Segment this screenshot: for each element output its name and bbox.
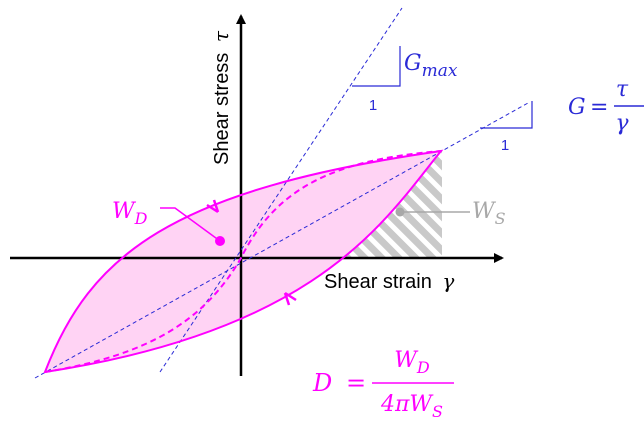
gmax-slope-unit: 1 [369,97,377,114]
damping-lhs: D [312,369,332,397]
ws-label: WS [472,199,506,228]
wd-leader-line [160,207,221,242]
ws-marker-dot [395,207,405,217]
g-slope-unit: 1 [501,137,509,154]
g-slope-triangle [480,101,533,129]
damping-formula: D = WD 4πWS [312,348,454,421]
g-label: G [568,95,586,120]
loop-direction-arrow-up [206,199,220,214]
loop-direction-arrow-down [283,291,297,306]
hysteresis-loop [43,149,444,374]
wd-marker-dot [215,236,225,246]
g-denominator: γ [615,111,629,136]
gmax-slope-triangle [352,46,401,87]
gmax-label: Gmax [404,51,458,81]
g-equals: = [590,95,608,120]
damping-equals: = [346,369,366,397]
wd-label: WD [112,199,148,228]
damping-denominator: 4πWS [380,392,443,421]
gmax-tangent-line [159,7,403,373]
damping-numerator: WD [394,348,430,377]
g-numerator: τ [616,77,629,102]
g-secant-line [34,102,529,379]
y-axis-label: Shear stress τ [209,30,233,165]
x-axis-label: Shear strain γ [324,269,454,293]
